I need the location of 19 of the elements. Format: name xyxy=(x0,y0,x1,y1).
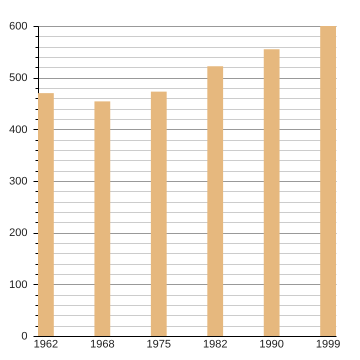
x-tick-label: 1982 xyxy=(202,338,228,350)
y-tick-label: 600 xyxy=(9,20,28,32)
x-tick-label: 1975 xyxy=(146,338,172,350)
y-tick-label: 300 xyxy=(9,176,28,188)
x-tick-label: 1999 xyxy=(316,338,340,350)
bar xyxy=(150,92,167,336)
bar xyxy=(264,49,280,336)
bar xyxy=(207,66,224,336)
y-tick-label: 100 xyxy=(9,278,28,291)
y-tick-label: 200 xyxy=(9,227,28,240)
y-tick-label: 400 xyxy=(9,124,28,136)
bar xyxy=(320,26,336,336)
y-tick-label: 0 xyxy=(21,330,28,342)
x-tick-label: 1962 xyxy=(34,338,58,350)
x-tick-label: 1990 xyxy=(259,338,284,350)
bar xyxy=(94,101,110,336)
y-tick-label: 500 xyxy=(9,72,28,84)
bar xyxy=(38,93,54,336)
x-tick-label: 1968 xyxy=(90,338,115,350)
